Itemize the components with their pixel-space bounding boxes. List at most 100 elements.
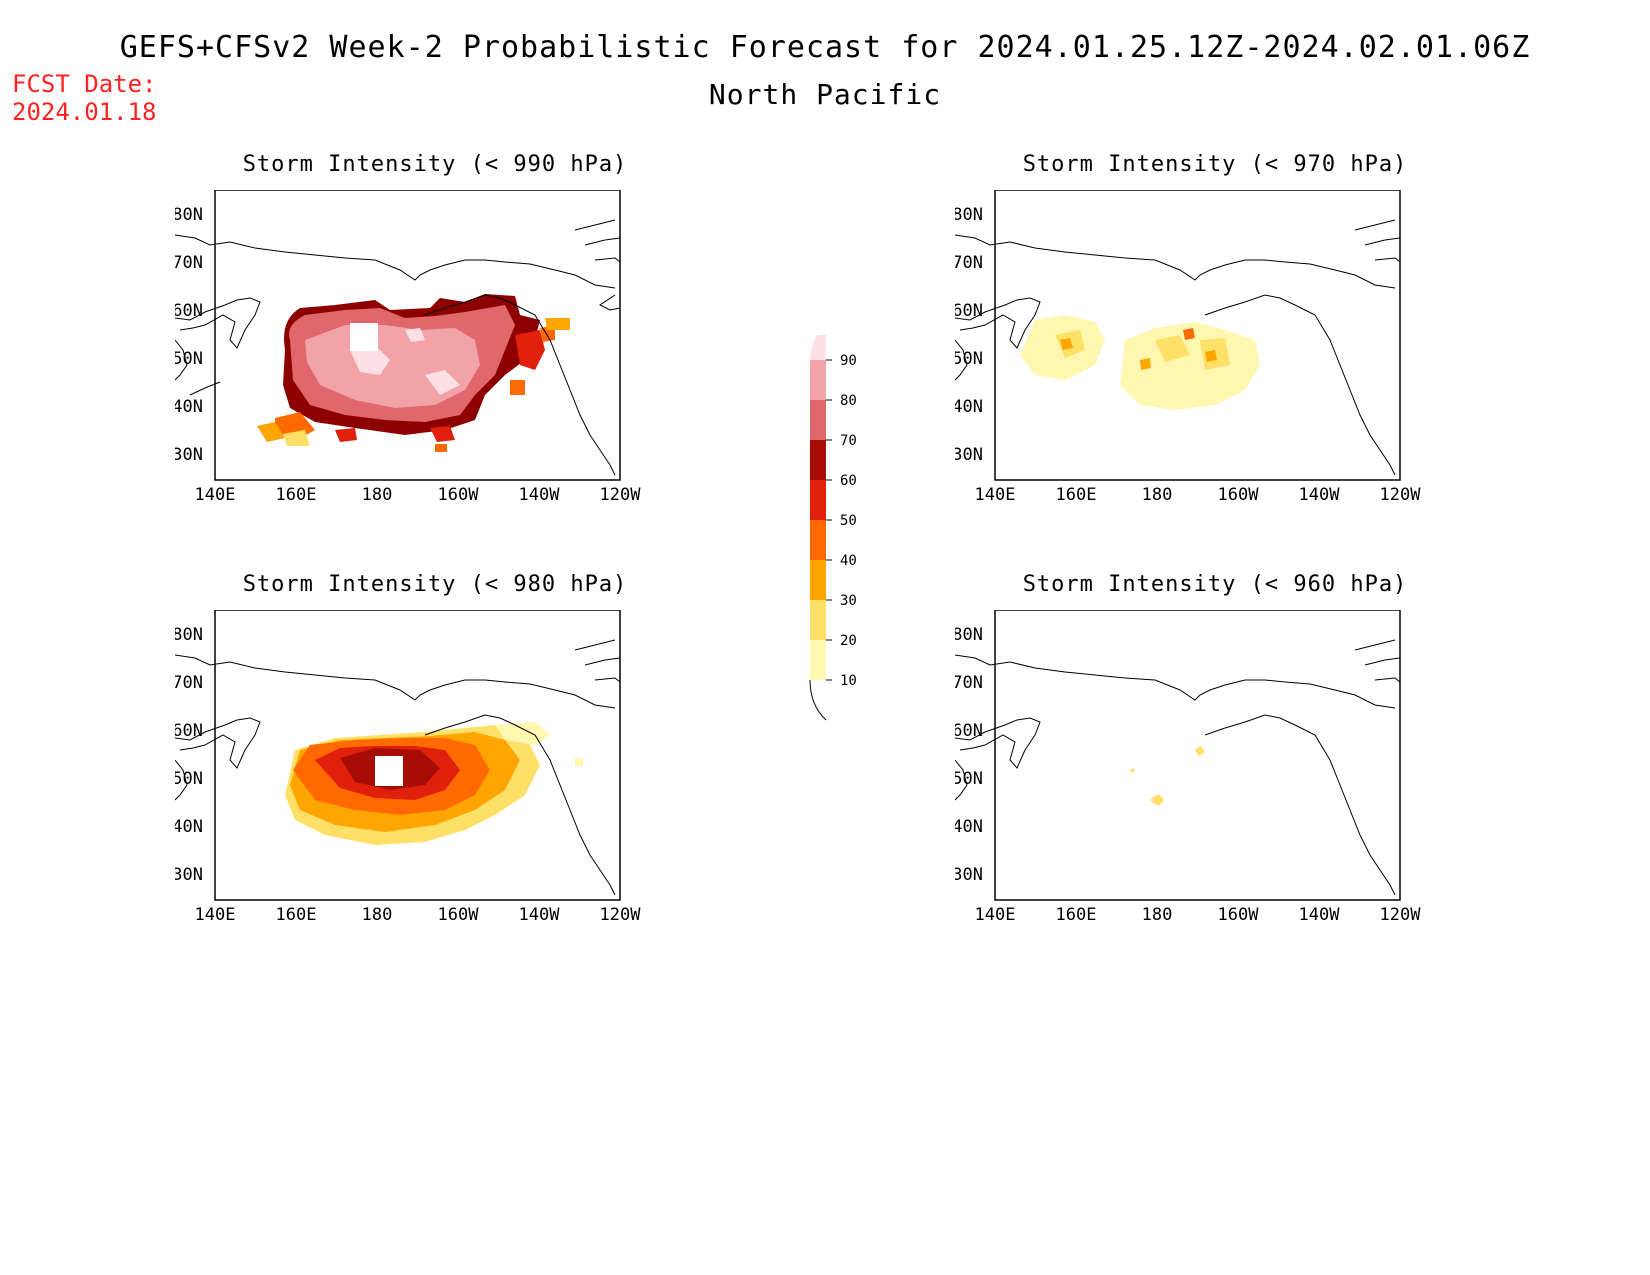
panel-title-980: Storm Intensity (< 980 hPa) <box>242 572 628 597</box>
lat-axis-990: 80N 70N 60N 50N 40N 30N <box>175 205 203 465</box>
lat-label-40n: 40N <box>175 397 203 417</box>
lon-label-140w: 140W <box>519 905 561 925</box>
map-980: 80N 70N 60N 50N 40N 30N 140E 160E 180 16… <box>175 610 642 925</box>
lon-axis-960: 140E 160E 180 160W 140W 120W <box>975 905 1422 925</box>
fcst-date: 2024.01.18 <box>12 98 157 126</box>
lon-label-140e: 140E <box>195 485 236 505</box>
lat-label-70n: 70N <box>175 673 203 693</box>
colorbar-label-90: 90 <box>840 353 857 369</box>
lon-label-140w: 140W <box>1299 485 1341 505</box>
colorbar-swatch-10 <box>810 640 826 680</box>
panel-970: Storm Intensity (< 970 hPa) 80N 70N 60N … <box>955 152 1475 520</box>
coastlines-980 <box>175 639 621 896</box>
lat-label-70n: 70N <box>955 673 983 693</box>
lon-label-180: 180 <box>1142 905 1173 925</box>
lon-label-140w: 140W <box>1299 905 1341 925</box>
colorbar-swatch-top <box>810 335 826 360</box>
lon-label-180: 180 <box>1142 485 1173 505</box>
map-970: 80N 70N 60N 50N 40N 30N 140E 160E 180 16… <box>955 190 1422 505</box>
colorbar-label-20: 20 <box>840 633 857 649</box>
lat-label-80n: 80N <box>955 205 983 225</box>
lat-label-60n: 60N <box>955 301 983 321</box>
panel-990: Storm Intensity (< 990 hPa) <box>175 152 695 520</box>
lon-label-160w: 160W <box>438 905 480 925</box>
colorbar-swatch-80 <box>810 360 826 400</box>
panel-title-970: Storm Intensity (< 970 hPa) <box>1022 152 1408 177</box>
frame-980 <box>214 610 621 901</box>
lat-label-70n: 70N <box>955 253 983 273</box>
map-960: 80N 70N 60N 50N 40N 30N 140E 160E 180 16… <box>955 610 1422 925</box>
colorbar-swatch-20 <box>810 600 826 640</box>
panel-title-960: Storm Intensity (< 960 hPa) <box>1022 572 1408 597</box>
colorbar-label-70: 70 <box>840 433 857 449</box>
lat-label-50n: 50N <box>175 769 203 789</box>
lat-label-40n: 40N <box>955 817 983 837</box>
frame-970 <box>994 190 1401 481</box>
lon-label-160e: 160E <box>276 485 317 505</box>
lon-axis-990: 140E 160E 180 160W 140W 120W <box>195 485 642 505</box>
colorbar-bottom-cap <box>809 679 827 721</box>
lon-label-140w: 140W <box>519 485 561 505</box>
lat-label-60n: 60N <box>955 721 983 741</box>
panel-title-990: Storm Intensity (< 990 hPa) <box>242 152 628 177</box>
colorbar-label-30: 30 <box>840 593 857 609</box>
lat-axis-980: 80N 70N 60N 50N 40N 30N <box>175 625 203 885</box>
lon-axis-980: 140E 160E 180 160W 140W 120W <box>195 905 642 925</box>
lon-label-120w: 120W <box>600 485 642 505</box>
lat-label-80n: 80N <box>175 625 203 645</box>
lat-axis-970: 80N 70N 60N 50N 40N 30N <box>955 205 983 465</box>
lon-label-120w: 120W <box>1380 485 1422 505</box>
shading-970 <box>1020 315 1260 410</box>
lon-label-160e: 160E <box>1056 485 1097 505</box>
colorbar-labels: 90 80 70 60 50 40 30 20 10 <box>840 353 857 689</box>
colorbar-label-40: 40 <box>840 553 857 569</box>
lat-label-50n: 50N <box>955 349 983 369</box>
lat-label-50n: 50N <box>175 349 203 369</box>
fcst-label: FCST Date: <box>12 70 157 98</box>
lat-label-30n: 30N <box>175 865 203 885</box>
frame-960 <box>994 610 1401 901</box>
lon-label-120w: 120W <box>600 905 642 925</box>
lon-axis-970: 140E 160E 180 160W 140W 120W <box>975 485 1422 505</box>
lat-label-30n: 30N <box>175 445 203 465</box>
colorbar-label-60: 60 <box>840 473 857 489</box>
colorbar-swatch-30 <box>810 560 826 600</box>
forecast-date-label: FCST Date: 2024.01.18 <box>12 70 157 126</box>
page-title: GEFS+CFSv2 Week-2 Probabilistic Forecast… <box>119 30 1531 65</box>
frame-990 <box>214 190 621 481</box>
colorbar-label-80: 80 <box>840 393 857 409</box>
colorbar-swatch-70 <box>810 400 826 440</box>
lat-label-70n: 70N <box>175 253 203 273</box>
lat-label-60n: 60N <box>175 721 203 741</box>
lon-label-180: 180 <box>362 905 393 925</box>
lat-axis-960: 80N 70N 60N 50N 40N 30N <box>955 625 983 885</box>
colorbar-swatches <box>809 335 832 721</box>
shading-990 <box>257 294 570 452</box>
lat-label-30n: 30N <box>955 865 983 885</box>
panel-960: Storm Intensity (< 960 hPa) 80N 70N 60N … <box>955 572 1475 940</box>
panel-980: Storm Intensity (< 980 hPa) 80N 70N 60N … <box>175 572 695 940</box>
lon-label-180: 180 <box>362 485 393 505</box>
lat-label-80n: 80N <box>175 205 203 225</box>
colorbar-swatch-50 <box>810 480 826 520</box>
lat-label-60n: 60N <box>175 301 203 321</box>
region-title: North Pacific <box>708 78 942 111</box>
shading-960 <box>1130 746 1205 806</box>
lon-label-160e: 160E <box>276 905 317 925</box>
lon-label-160w: 160W <box>1218 905 1260 925</box>
colorbar-label-10: 10 <box>840 673 857 689</box>
lon-label-160e: 160E <box>1056 905 1097 925</box>
lat-label-50n: 50N <box>955 769 983 789</box>
lon-label-160w: 160W <box>438 485 480 505</box>
lat-label-30n: 30N <box>955 445 983 465</box>
colorbar-swatch-60 <box>810 440 826 480</box>
lon-label-140e: 140E <box>195 905 236 925</box>
lon-label-120w: 120W <box>1380 905 1422 925</box>
colorbar: 90 80 70 60 50 40 30 20 10 <box>809 335 857 721</box>
coastlines-960 <box>955 639 1401 896</box>
lat-label-40n: 40N <box>175 817 203 837</box>
colorbar-swatch-40 <box>810 520 826 560</box>
lat-label-40n: 40N <box>955 397 983 417</box>
lat-label-80n: 80N <box>955 625 983 645</box>
shading-980 <box>285 722 583 845</box>
